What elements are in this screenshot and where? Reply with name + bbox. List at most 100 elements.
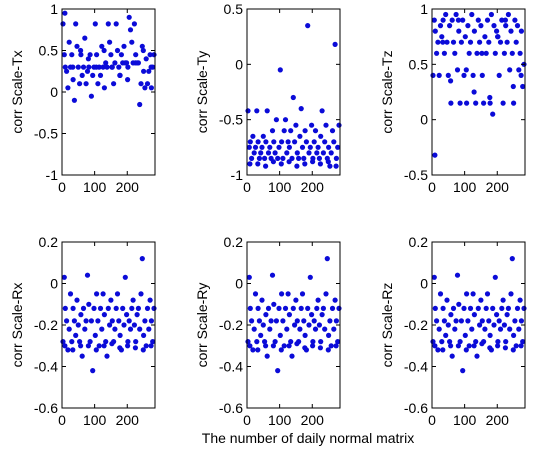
data-point	[487, 345, 493, 351]
y-tick-label: 0.5	[39, 43, 59, 59]
data-point	[317, 345, 323, 351]
y-tick-label: 0	[420, 112, 428, 128]
data-point	[500, 297, 506, 303]
data-point	[125, 77, 131, 83]
data-point	[520, 83, 526, 90]
y-tick-label: 0.2	[39, 234, 59, 250]
data-point	[487, 332, 493, 338]
y-axis-label: corr Scale-Ry	[194, 283, 210, 368]
data-point	[333, 163, 339, 169]
data-point	[69, 339, 75, 345]
data-point	[329, 128, 336, 134]
data-point	[247, 305, 253, 311]
data-point	[495, 34, 501, 40]
data-point	[491, 322, 497, 328]
data-point	[252, 291, 259, 297]
data-point	[277, 332, 283, 338]
data-point	[262, 155, 268, 161]
data-point	[448, 78, 454, 84]
data-point	[463, 347, 469, 353]
data-point	[497, 326, 504, 332]
data-point	[311, 318, 317, 324]
data-point	[92, 332, 98, 338]
data-point	[503, 339, 509, 345]
data-point	[499, 17, 505, 23]
data-point	[263, 163, 269, 169]
data-point	[331, 139, 337, 145]
data-point	[497, 39, 504, 45]
data-point	[103, 60, 109, 66]
y-tick-label: -0.6	[219, 400, 243, 416]
data-point	[118, 52, 124, 58]
data-point	[477, 322, 483, 328]
data-point	[279, 139, 285, 145]
data-point	[263, 343, 269, 349]
data-point	[271, 139, 277, 145]
data-point	[310, 339, 316, 345]
data-point	[245, 108, 251, 114]
y-tick-label: -0.5	[404, 167, 428, 183]
data-point	[325, 347, 331, 353]
data-point	[504, 312, 510, 318]
data-point	[294, 150, 300, 156]
data-point	[83, 318, 89, 324]
y-axis-label: corr Scale-Rx	[9, 283, 25, 368]
data-point	[131, 322, 137, 328]
data-point	[258, 332, 264, 338]
data-point	[249, 318, 255, 324]
data-point	[478, 297, 484, 303]
data-point	[278, 347, 284, 353]
data-point	[101, 312, 107, 318]
data-point	[492, 50, 498, 56]
data-point	[484, 291, 491, 297]
data-point	[62, 64, 68, 70]
data-point	[333, 343, 339, 349]
data-point	[310, 343, 316, 349]
data-point	[101, 47, 107, 54]
data-point	[470, 72, 476, 78]
y-tick-label: 1	[420, 1, 428, 17]
y-tick-label: 0	[235, 56, 243, 72]
data-point	[465, 318, 471, 324]
data-point	[73, 21, 79, 27]
data-point	[124, 312, 130, 318]
data-point	[436, 72, 442, 78]
data-point	[293, 122, 299, 128]
data-point	[318, 133, 324, 139]
data-point	[247, 139, 253, 145]
data-point	[263, 312, 269, 318]
data-point	[452, 50, 458, 56]
data-point	[95, 318, 101, 324]
data-point	[475, 305, 481, 311]
data-point	[78, 312, 84, 318]
data-point	[280, 155, 286, 161]
data-point	[494, 28, 500, 34]
data-point	[264, 108, 270, 114]
data-point	[265, 150, 272, 156]
data-point	[435, 39, 441, 45]
data-point	[509, 256, 515, 262]
data-point	[61, 274, 67, 280]
data-point	[457, 339, 463, 345]
data-point	[517, 297, 523, 303]
data-point	[332, 41, 338, 48]
data-point	[315, 297, 321, 303]
data-point	[135, 305, 141, 311]
data-point	[463, 67, 469, 73]
data-point	[502, 17, 508, 23]
data-point	[78, 47, 84, 54]
data-point	[432, 28, 438, 34]
data-point	[285, 291, 291, 297]
data-point	[246, 274, 252, 280]
data-point	[315, 144, 321, 150]
data-point	[125, 339, 131, 345]
data-point	[97, 72, 104, 78]
data-point	[327, 318, 333, 324]
data-point	[113, 21, 119, 27]
data-point	[108, 52, 114, 58]
data-point	[268, 318, 274, 324]
data-point	[140, 47, 146, 54]
data-point	[82, 35, 88, 41]
data-point	[441, 50, 447, 56]
data-point	[252, 144, 259, 150]
